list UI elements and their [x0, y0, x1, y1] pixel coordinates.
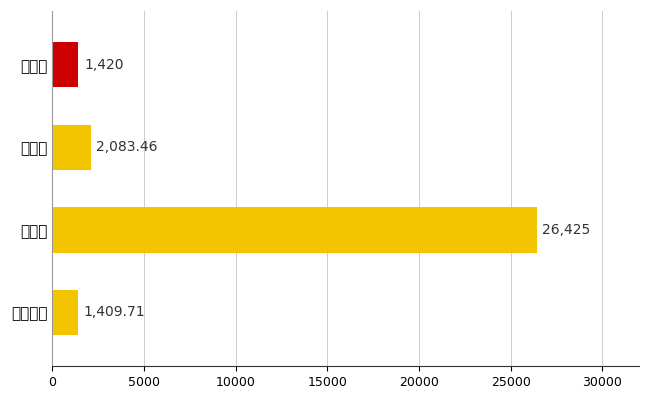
- Bar: [53, 290, 78, 335]
- Bar: [53, 42, 79, 88]
- Bar: [53, 125, 90, 170]
- Text: 1,409.71: 1,409.71: [84, 306, 146, 320]
- Text: 26,425: 26,425: [542, 223, 590, 237]
- Bar: [53, 207, 537, 253]
- Text: 1,420: 1,420: [84, 58, 124, 72]
- Text: 2,083.46: 2,083.46: [96, 140, 158, 154]
